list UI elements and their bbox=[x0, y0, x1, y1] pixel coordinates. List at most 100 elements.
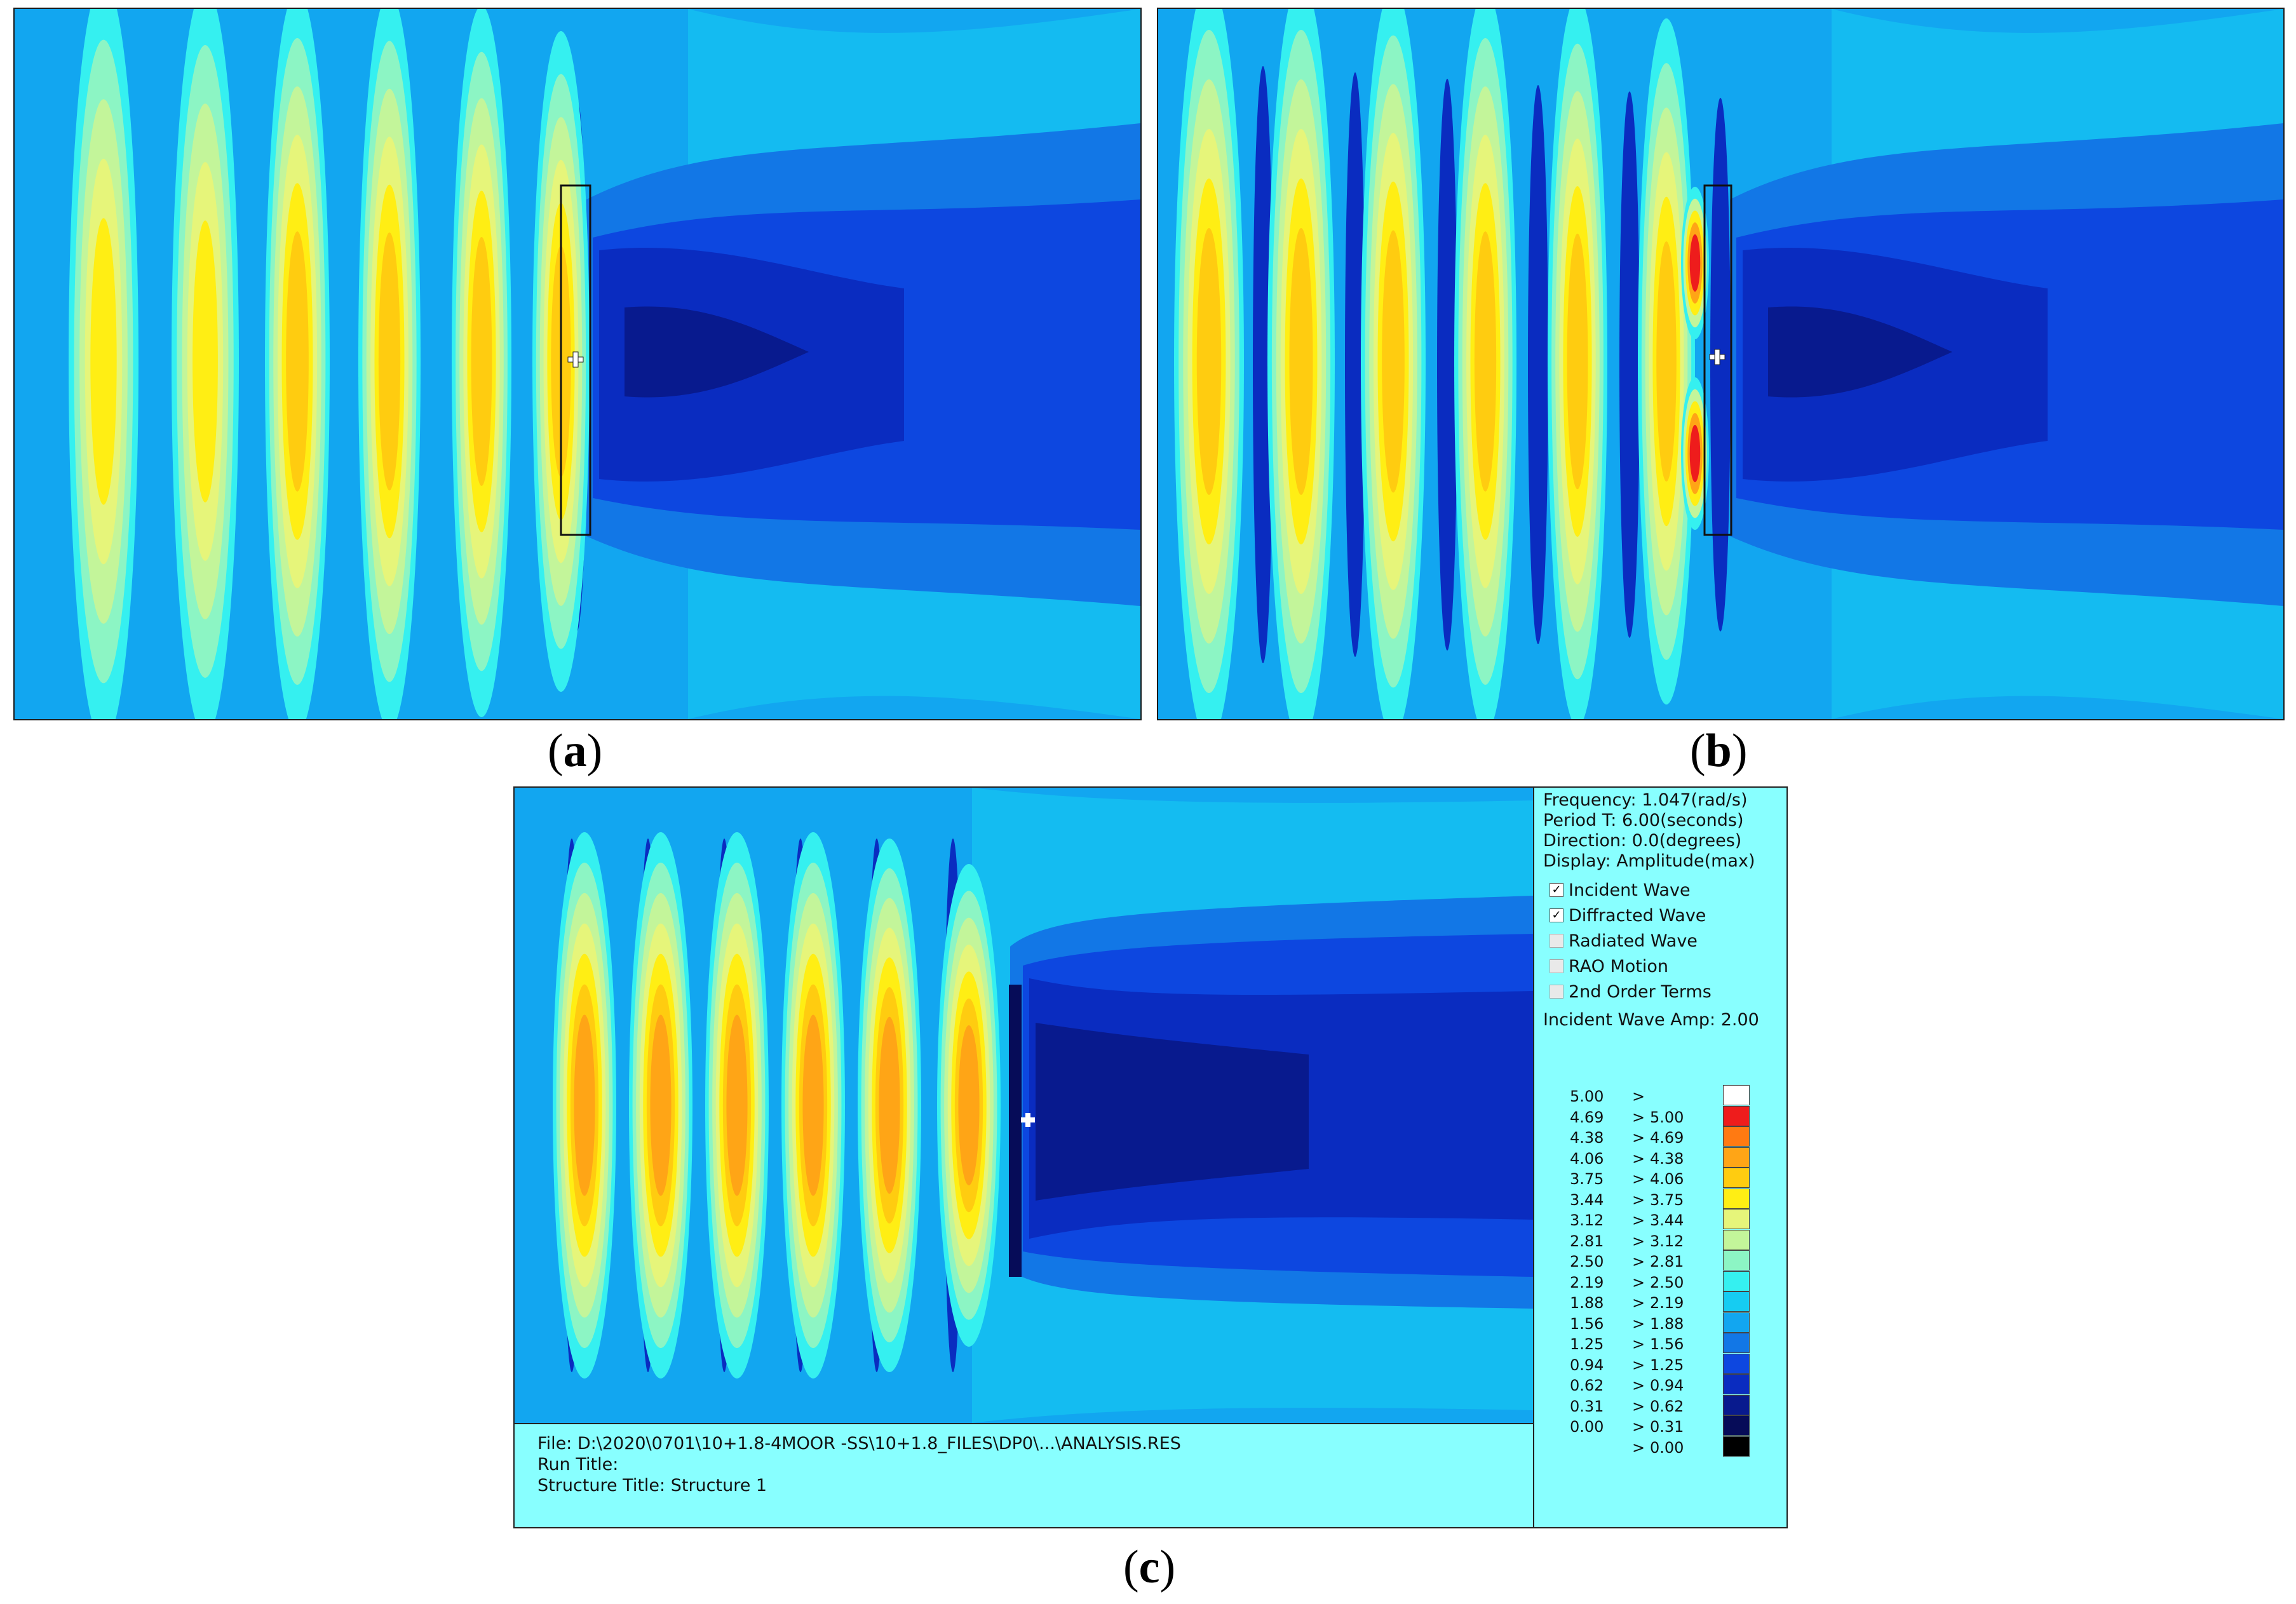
scale-greater-symbol: > bbox=[1632, 1108, 1645, 1126]
scale-color-swatch bbox=[1723, 1312, 1750, 1333]
scale-row: 2.50 >2.81 bbox=[1534, 1250, 1786, 1270]
scale-row: 3.12 >3.44 bbox=[1534, 1209, 1786, 1229]
checkbox-unchecked-icon[interactable] bbox=[1550, 933, 1563, 948]
scale-lower-value: 3.75 bbox=[1570, 1170, 1604, 1188]
scale-lower-value: 0.62 bbox=[1570, 1377, 1604, 1394]
wave-crest-band bbox=[1382, 230, 1405, 493]
scale-greater-symbol: > bbox=[1632, 1170, 1645, 1188]
period-label: Period T: 6.00(seconds) bbox=[1543, 811, 1744, 830]
scale-row: 0.31 >0.62 bbox=[1534, 1394, 1786, 1415]
wave-field-panel-b bbox=[1157, 8, 2285, 720]
scale-color-swatch bbox=[1723, 1188, 1750, 1209]
scale-greater-symbol: > bbox=[1632, 1129, 1645, 1147]
caption-a-letter: a bbox=[563, 725, 587, 777]
scale-lower-value: 2.19 bbox=[1570, 1273, 1604, 1291]
scale-upper-value: 4.06 bbox=[1650, 1170, 1684, 1188]
scale-upper-value: 2.50 bbox=[1650, 1273, 1684, 1291]
scale-row: 2.81 >3.12 bbox=[1534, 1229, 1786, 1250]
scale-color-swatch bbox=[1723, 1270, 1750, 1291]
checkbox-unchecked-icon[interactable] bbox=[1550, 959, 1563, 973]
wave-crest-band bbox=[1567, 233, 1588, 490]
option-second-order-terms[interactable]: 2nd Order Terms bbox=[1550, 982, 1712, 1002]
caption-c-close: ) bbox=[1159, 1541, 1176, 1593]
scale-lower-value: 2.81 bbox=[1570, 1232, 1604, 1250]
scale-lower-value: 1.25 bbox=[1570, 1335, 1604, 1353]
checkbox-checked-icon[interactable]: ✓ bbox=[1550, 882, 1563, 897]
scale-upper-value: 5.00 bbox=[1650, 1108, 1684, 1126]
wave-crest-band bbox=[958, 1025, 980, 1185]
wave-crest-band bbox=[1689, 234, 1701, 292]
caption-a: (a) bbox=[548, 724, 602, 778]
scale-greater-symbol: > bbox=[1632, 1335, 1645, 1353]
scale-greater-symbol: > bbox=[1632, 1438, 1645, 1457]
structure-center-marker-c bbox=[1021, 1113, 1035, 1127]
wave-trough-band bbox=[1437, 79, 1457, 650]
scale-greater-symbol: > bbox=[1632, 1149, 1645, 1168]
scale-upper-value: 4.38 bbox=[1650, 1149, 1684, 1168]
scale-color-swatch bbox=[1723, 1415, 1750, 1436]
run-title-label: Run Title: bbox=[537, 1455, 619, 1474]
caption-a-close: ) bbox=[586, 725, 603, 777]
scale-color-swatch bbox=[1723, 1374, 1750, 1394]
scale-lower-value: 2.50 bbox=[1570, 1253, 1604, 1270]
checkbox-checked-icon[interactable]: ✓ bbox=[1550, 908, 1563, 922]
wave-trough-band bbox=[1528, 85, 1548, 644]
floating-breakwater-outline-b bbox=[1703, 184, 1732, 536]
legend-panel: Frequency: 1.047(rad/s) Period T: 6.00(s… bbox=[1533, 788, 1786, 1527]
scale-color-swatch bbox=[1723, 1333, 1750, 1353]
wave-crest-band bbox=[192, 220, 218, 502]
scale-row: 5.00 > bbox=[1534, 1085, 1786, 1105]
wave-crest-band bbox=[1656, 241, 1677, 482]
structure-center-marker-a bbox=[567, 351, 584, 368]
scale-lower-value: 4.06 bbox=[1570, 1149, 1604, 1168]
scale-greater-symbol: > bbox=[1632, 1273, 1645, 1291]
scale-upper-value: 3.44 bbox=[1650, 1211, 1684, 1229]
scale-greater-symbol: > bbox=[1632, 1232, 1645, 1250]
scale-greater-symbol: > bbox=[1632, 1088, 1645, 1105]
scale-greater-symbol: > bbox=[1632, 1397, 1645, 1415]
option-rao-motion[interactable]: RAO Motion bbox=[1550, 957, 1668, 976]
option-radiated-wave[interactable]: Radiated Wave bbox=[1550, 931, 1698, 951]
caption-c-open: ( bbox=[1123, 1541, 1139, 1593]
caption-b: (b) bbox=[1690, 724, 1747, 778]
floating-breakwater-c bbox=[1009, 985, 1022, 1277]
caption-c-letter: c bbox=[1138, 1541, 1160, 1593]
scale-upper-value: 3.12 bbox=[1650, 1232, 1684, 1250]
option-diffracted-wave-label: Diffracted Wave bbox=[1569, 906, 1706, 926]
scale-row: 4.06 >4.38 bbox=[1534, 1147, 1786, 1168]
scale-upper-value: 2.81 bbox=[1650, 1253, 1684, 1270]
wave-crest-band bbox=[1689, 424, 1701, 483]
scale-upper-value: 2.19 bbox=[1650, 1294, 1684, 1312]
incident-wave-amp-label: Incident Wave Amp: 2.00 bbox=[1543, 1010, 1759, 1030]
scale-color-swatch bbox=[1723, 1291, 1750, 1312]
option-diffracted-wave[interactable]: ✓ Diffracted Wave bbox=[1550, 906, 1706, 926]
caption-b-letter: b bbox=[1705, 725, 1732, 777]
wave-crest-band bbox=[1289, 228, 1313, 495]
scale-greater-symbol: > bbox=[1632, 1314, 1645, 1333]
scale-greater-symbol: > bbox=[1632, 1294, 1645, 1312]
checkbox-unchecked-icon[interactable] bbox=[1550, 984, 1563, 999]
scale-upper-value: 0.62 bbox=[1650, 1397, 1684, 1415]
option-incident-wave[interactable]: ✓ Incident Wave bbox=[1550, 880, 1691, 900]
scale-lower-value: 0.94 bbox=[1570, 1356, 1604, 1374]
scale-row: 2.19 >2.50 bbox=[1534, 1270, 1786, 1291]
wave-crest-band bbox=[1474, 231, 1497, 492]
scale-lower-value: 1.56 bbox=[1570, 1314, 1604, 1333]
wave-crest-band bbox=[471, 237, 492, 486]
scale-upper-value: 0.31 bbox=[1650, 1418, 1684, 1436]
scale-upper-value: 4.69 bbox=[1650, 1129, 1684, 1147]
scale-color-swatch bbox=[1723, 1126, 1750, 1147]
scale-greater-symbol: > bbox=[1632, 1190, 1645, 1209]
option-rao-motion-label: RAO Motion bbox=[1569, 957, 1669, 976]
contour-plot-a bbox=[15, 9, 1140, 719]
scale-greater-symbol: > bbox=[1632, 1377, 1645, 1394]
caption-c: (c) bbox=[1123, 1540, 1175, 1594]
scale-row: 4.38 >4.69 bbox=[1534, 1126, 1786, 1147]
scale-row: >0.00 bbox=[1534, 1436, 1786, 1457]
contour-plot-c bbox=[515, 788, 1533, 1423]
wave-crest-band bbox=[90, 218, 117, 505]
wave-crest-band bbox=[802, 1014, 824, 1196]
direction-label: Direction: 0.0(degrees) bbox=[1543, 831, 1742, 851]
scale-row: 1.25 >1.56 bbox=[1534, 1333, 1786, 1353]
wave-trough-band bbox=[1619, 91, 1640, 638]
